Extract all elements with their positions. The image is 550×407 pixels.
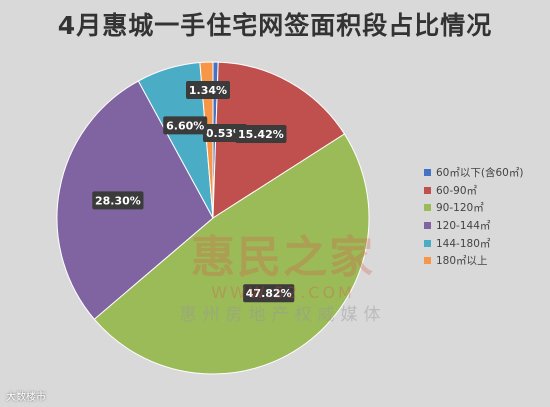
legend-label-4: 144-180㎡ [436, 237, 491, 250]
pie-slices [56, 61, 370, 375]
data-label-box-4 [163, 116, 208, 135]
chart-title: 4月惠城一手住宅网签面积段占比情况 [57, 11, 493, 40]
legend-swatch-0 [424, 169, 431, 177]
legend-label-1: 60-90㎡ [436, 184, 478, 197]
data-label-2: 47.82% [246, 287, 292, 300]
legend-swatch-4 [424, 239, 431, 247]
legend-label-2: 90-120㎡ [436, 202, 484, 215]
chart-legend: 60㎡以下(含60㎡) 60-90㎡ 90-120㎡ 120-144㎡ 144-180㎡… [424, 164, 523, 270]
data-label-5: 1.34% [189, 84, 227, 97]
legend-item-3: 120-144㎡ [424, 217, 523, 235]
pie-slice-2 [93, 133, 370, 375]
data-label-3: 28.30% [95, 194, 141, 207]
data-label-box-1 [235, 124, 287, 143]
data-label-0: 0.53% [206, 127, 244, 140]
legend-swatch-1 [424, 186, 431, 194]
legend-swatch-5 [424, 257, 431, 265]
legend-item-4: 144-180㎡ [424, 234, 523, 252]
data-label-box-5 [186, 81, 230, 99]
pie-data-labels: 0.53%15.42% 47.82% 28.30% 6.60% 1.34% [92, 81, 295, 303]
legend-label-5: 180㎡以上 [436, 255, 488, 268]
data-label-1: 15.42% [238, 128, 284, 141]
legend-item-2: 90-120㎡ [424, 199, 523, 217]
legend-swatch-3 [424, 222, 431, 230]
legend-label-0: 60㎡以下(含60㎡) [436, 167, 524, 180]
legend-label-3: 120-144㎡ [436, 220, 491, 233]
legend-item-1: 60-90㎡ [424, 182, 523, 200]
legend-item-5: 180㎡以上 [424, 252, 523, 270]
data-label-4: 6.60% [166, 119, 204, 132]
data-label-box-3 [92, 191, 144, 210]
legend-item-0: 60㎡以下(含60㎡) [424, 164, 523, 182]
data-label-box-2 [243, 284, 295, 303]
legend-swatch-2 [424, 204, 431, 212]
source-watermark: 大数楼市 [6, 392, 46, 403]
